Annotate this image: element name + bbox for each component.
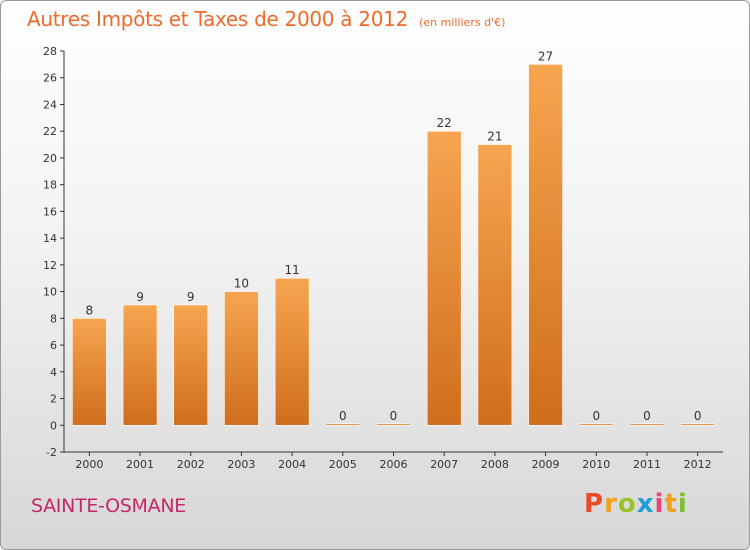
- bar: [680, 423, 715, 426]
- data-labels: 8 9 9 10 11 0 0 22 21 27 0 0 0: [86, 49, 702, 422]
- bar: [173, 304, 209, 426]
- chart-subtitle: (en milliers d'€): [419, 16, 506, 29]
- bar: [224, 291, 259, 426]
- bar: [477, 144, 513, 426]
- data-label: 0: [694, 409, 702, 423]
- logo-letter: i: [677, 489, 688, 519]
- bar: [376, 423, 411, 426]
- y-tick-label: 10: [43, 286, 57, 299]
- data-label: 0: [390, 409, 398, 423]
- data-label: 0: [592, 409, 600, 423]
- logo-letter: t: [664, 489, 678, 519]
- logo-letter: P: [584, 489, 605, 519]
- y-tick-label: 26: [43, 72, 57, 85]
- y-tick-label: -2: [46, 446, 57, 459]
- bar: [426, 130, 462, 426]
- y-tick-label: 2: [50, 393, 57, 406]
- data-label: 0: [643, 409, 651, 423]
- bar: [325, 423, 361, 426]
- y-tick-label: 16: [43, 205, 57, 218]
- logo-letter: x: [636, 489, 655, 519]
- data-label: 9: [187, 290, 195, 304]
- data-label: 22: [437, 116, 452, 130]
- y-tick-label: 12: [43, 259, 57, 272]
- x-tick-label: 2008: [481, 458, 509, 471]
- y-tick-label: 8: [50, 312, 57, 325]
- x-tick-label: 2003: [227, 458, 255, 471]
- data-label: 27: [538, 49, 553, 63]
- data-label: 10: [234, 277, 249, 291]
- chart-title: Autres Impôts et Taxes de 2000 à 2012: [27, 7, 408, 31]
- x-tick-label: 2005: [329, 458, 357, 471]
- bar: [578, 423, 614, 426]
- y-tick-label: 4: [50, 366, 57, 379]
- y-tick-label: 18: [43, 179, 57, 192]
- x-tick-label: 2006: [380, 458, 408, 471]
- data-label: 11: [284, 263, 299, 277]
- data-label: 0: [339, 409, 347, 423]
- data-label: 21: [487, 130, 502, 144]
- bar: [528, 64, 563, 426]
- y-tick-label: 24: [43, 98, 57, 111]
- data-label: 8: [86, 303, 94, 317]
- y-tick-label: 20: [43, 152, 57, 165]
- proxiti-logo[interactable]: Proxiti: [584, 489, 688, 519]
- x-tick-label: 2002: [177, 458, 205, 471]
- y-tick-label: 14: [43, 232, 57, 245]
- title-block: Autres Impôts et Taxes de 2000 à 2012 (e…: [27, 7, 505, 31]
- logo-letter: r: [604, 489, 618, 519]
- x-tick-label: 2000: [75, 458, 103, 471]
- bar: [274, 277, 310, 426]
- x-tick-label: 2011: [633, 458, 661, 471]
- logo-letter: i: [654, 489, 665, 519]
- y-tick-label: 28: [43, 45, 57, 58]
- x-tick-label: 2001: [126, 458, 154, 471]
- bar: [72, 318, 107, 426]
- y-tick-label: 22: [43, 125, 57, 138]
- bar: [629, 423, 665, 426]
- x-tick-label: 2004: [278, 458, 306, 471]
- bar: [122, 304, 158, 426]
- commune-name: SAINTE-OSMANE: [31, 495, 186, 517]
- x-tick-label: 2010: [582, 458, 610, 471]
- x-tick-label: 2009: [532, 458, 560, 471]
- y-tick-label: 6: [50, 339, 57, 352]
- y-tick-label: 0: [50, 419, 57, 432]
- x-tick-label: 2012: [684, 458, 712, 471]
- bars: [72, 64, 715, 426]
- data-label: 9: [136, 290, 144, 304]
- logo-letter: o: [617, 489, 637, 519]
- x-tick-label: 2007: [430, 458, 458, 471]
